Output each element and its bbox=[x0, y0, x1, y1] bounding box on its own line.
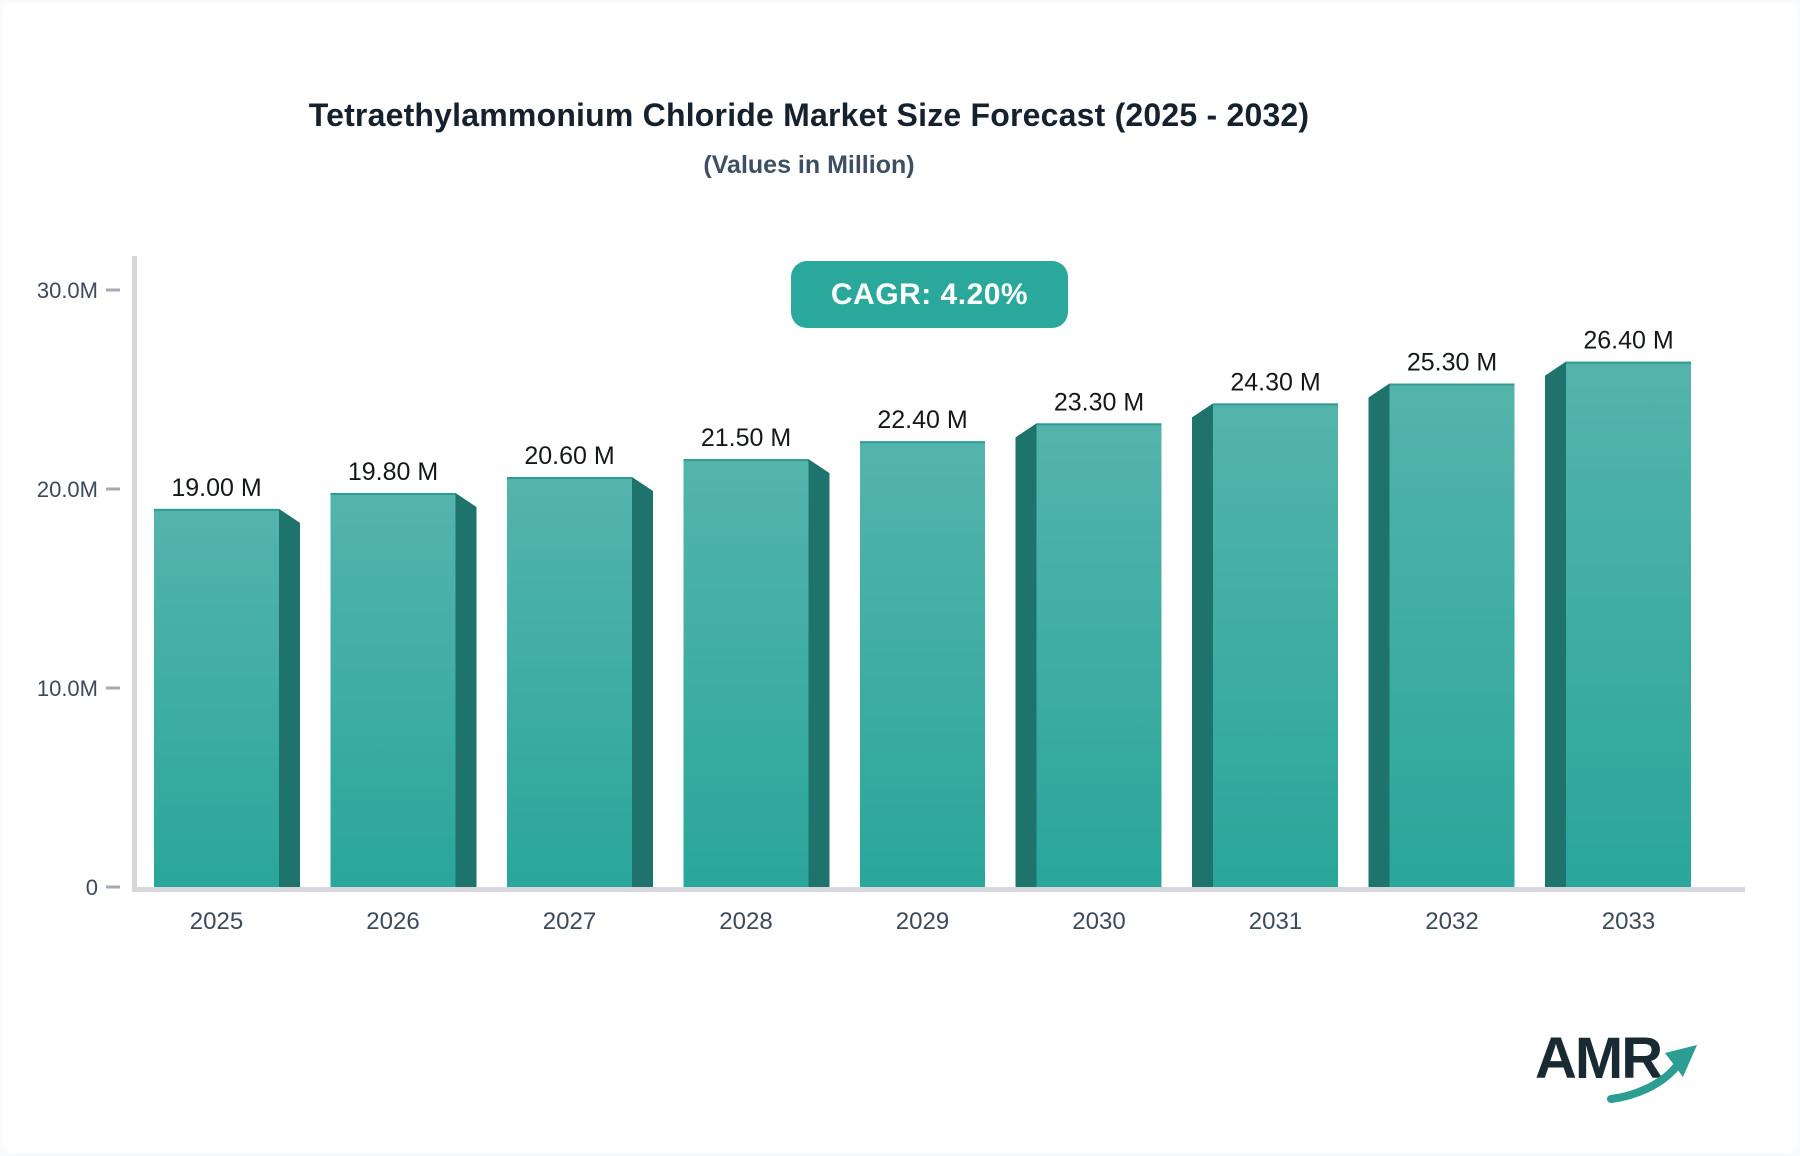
bar-2028: 21.50 M 2028 bbox=[683, 424, 830, 935]
y-tick-label: 0 bbox=[86, 875, 98, 900]
bar-side bbox=[279, 508, 300, 887]
bar-2026: 19.80 M 2026 bbox=[330, 458, 477, 935]
bar-side bbox=[1015, 423, 1037, 887]
x-tick-label: 2027 bbox=[543, 908, 596, 935]
y-axis-line bbox=[132, 256, 137, 892]
bar-side bbox=[1368, 383, 1390, 887]
bar-side bbox=[1192, 403, 1213, 887]
bar-value-label: 26.40 M bbox=[1583, 327, 1673, 355]
bar-front bbox=[860, 441, 985, 887]
bar-front bbox=[1389, 383, 1515, 887]
bar-chart: 0 10.0M 20.0M 30.0M 19.00 M 2025 19.80 M 2026 20… bbox=[37, 256, 1745, 935]
chart-card: Tetraethylammonium Chloride Market Size … bbox=[3, 3, 1797, 1153]
y-tick-mark bbox=[106, 686, 120, 690]
bar-front bbox=[1213, 403, 1338, 887]
bar-2029: 22.40 M 2029 bbox=[860, 406, 985, 935]
y-tick-label: 20.0M bbox=[37, 477, 98, 502]
cagr-badge: CAGR: 4.20% bbox=[791, 261, 1068, 328]
bar-front bbox=[1566, 361, 1691, 887]
bar-value-label: 20.60 M bbox=[524, 442, 614, 470]
bar-front bbox=[683, 459, 809, 887]
bar-front bbox=[154, 508, 279, 887]
logo-text: AMR bbox=[1535, 1026, 1663, 1091]
bar-front bbox=[330, 492, 456, 887]
bar-2030: 23.30 M 2030 bbox=[1015, 388, 1162, 935]
bar-side bbox=[1545, 361, 1566, 887]
bar-side bbox=[808, 459, 830, 887]
y-tick-label: 30.0M bbox=[37, 278, 98, 303]
x-tick-label: 2033 bbox=[1602, 908, 1655, 935]
logo-arrow-icon bbox=[1607, 1045, 1697, 1103]
bar-value-label: 24.30 M bbox=[1230, 368, 1320, 396]
bar-value-label: 25.30 M bbox=[1407, 349, 1497, 377]
bar-front bbox=[1036, 423, 1162, 887]
x-tick-label: 2026 bbox=[366, 908, 419, 935]
y-tick-mark bbox=[106, 885, 120, 889]
x-tick-label: 2025 bbox=[190, 908, 243, 935]
bar-value-label: 22.40 M bbox=[877, 406, 967, 434]
chart-subtitle: (Values in Million) bbox=[703, 151, 915, 179]
y-tick-mark bbox=[106, 288, 120, 292]
bar-value-label: 23.30 M bbox=[1054, 388, 1144, 416]
x-tick-label: 2029 bbox=[896, 908, 949, 935]
chart-title: Tetraethylammonium Chloride Market Size … bbox=[308, 97, 1310, 133]
x-tick-label: 2028 bbox=[719, 908, 772, 935]
x-tick-label: 2032 bbox=[1425, 908, 1478, 935]
bar-2027: 20.60 M 2027 bbox=[507, 442, 653, 935]
bar-2032: 25.30 M 2032 bbox=[1368, 349, 1515, 935]
bar-2033: 26.40 M 2033 bbox=[1545, 327, 1691, 935]
y-tick-label: 10.0M bbox=[37, 676, 98, 701]
bar-value-label: 19.00 M bbox=[171, 474, 261, 502]
bar-2031: 24.30 M 2031 bbox=[1192, 368, 1338, 935]
bar-side bbox=[632, 477, 653, 887]
bar-value-label: 19.80 M bbox=[348, 458, 438, 486]
bar-side bbox=[455, 492, 477, 887]
x-tick-label: 2031 bbox=[1249, 908, 1302, 935]
bar-value-label: 21.50 M bbox=[701, 424, 791, 452]
x-axis-line bbox=[132, 887, 1745, 892]
bar-2025: 19.00 M 2025 bbox=[154, 474, 300, 935]
x-tick-label: 2030 bbox=[1072, 908, 1125, 935]
amr-logo: AMR bbox=[1535, 1029, 1711, 1109]
bar-front bbox=[507, 477, 632, 887]
y-tick-mark bbox=[106, 487, 120, 491]
